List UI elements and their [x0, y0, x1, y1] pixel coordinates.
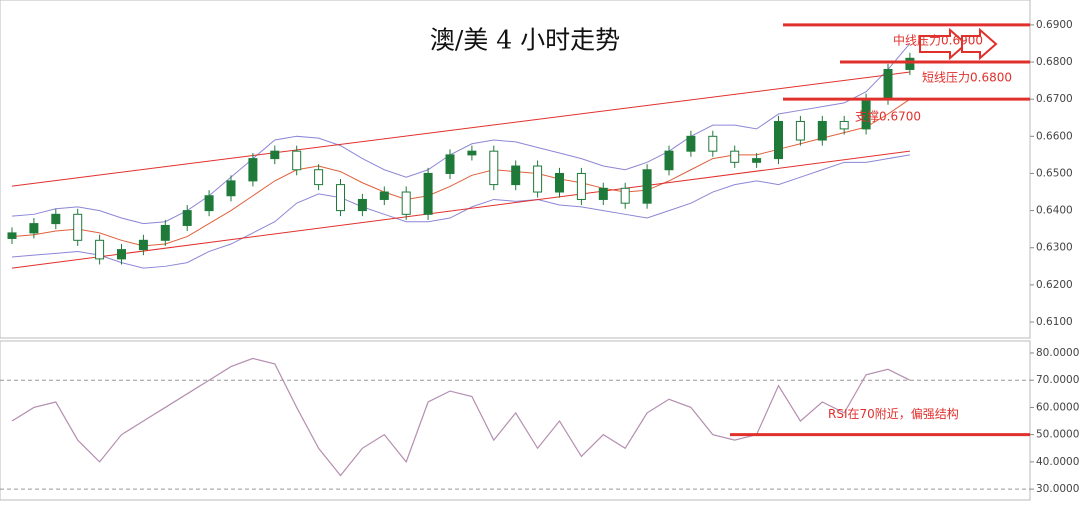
- trendline: [11, 150, 910, 269]
- y-tick-label: 70.0000: [1036, 374, 1079, 386]
- candle-body: [182, 210, 192, 226]
- candle-body: [160, 224, 170, 241]
- y-tick-label: 80.0000: [1036, 347, 1079, 359]
- candle-body: [467, 150, 477, 156]
- price-panel: [0, 0, 1031, 339]
- candle-body: [29, 223, 39, 234]
- y-tick-label: 0.6400: [1036, 205, 1073, 217]
- y-tick-label: 50.0000: [1036, 429, 1079, 441]
- candle-body: [489, 150, 499, 186]
- candle-body: [51, 213, 61, 225]
- arrow: [919, 27, 968, 61]
- level-label: 中线压力0.6900: [893, 32, 983, 47]
- y-tick-label: 0.6300: [1036, 242, 1073, 254]
- candle-body: [138, 239, 148, 251]
- candle-body: [314, 169, 324, 186]
- band-mid: [11, 98, 911, 247]
- band-lower: [11, 154, 910, 269]
- candle-body: [423, 172, 433, 215]
- level-label: 支撑0.6700: [855, 109, 921, 124]
- candle-body: [445, 154, 455, 174]
- candle-body: [555, 172, 564, 193]
- arrow: [961, 27, 998, 61]
- candle-body: [839, 120, 849, 130]
- band-upper: [11, 43, 911, 225]
- candle-body: [730, 150, 740, 163]
- candle-body: [817, 120, 827, 141]
- candle-body: [401, 191, 411, 215]
- candle-body: [379, 191, 389, 200]
- candle-body: [708, 135, 718, 152]
- level-label: 短线压力0.6800: [922, 71, 1012, 85]
- candle-body: [511, 165, 521, 186]
- chart-title: 澳/美 4 小时走势: [430, 26, 620, 55]
- candle-body: [357, 198, 367, 212]
- candle-body: [883, 68, 893, 100]
- candle-body: [620, 187, 630, 204]
- y-tick-label: 0.6900: [1036, 19, 1073, 31]
- candle-body: [533, 165, 543, 193]
- y-tick-label: 0.6600: [1036, 130, 1073, 142]
- candle-body: [226, 180, 236, 197]
- candle-body: [336, 184, 345, 212]
- candle-body: [774, 120, 783, 160]
- y-tick-label: 40.0000: [1036, 456, 1079, 468]
- rsi-panel: [0, 340, 1031, 501]
- y-tick-label: 0.6700: [1036, 93, 1073, 105]
- candle-body: [795, 120, 805, 141]
- candle-body: [95, 239, 105, 260]
- candle-body: [117, 249, 126, 260]
- level-label: RSI在70附近，偏强结构: [828, 406, 959, 421]
- y-tick-label: 0.6500: [1036, 167, 1073, 179]
- trendline: [11, 71, 910, 187]
- candle-body: [905, 57, 915, 70]
- candle-body: [576, 172, 586, 200]
- y-tick-label: 60.0000: [1036, 401, 1079, 413]
- y-tick-label: 30.0000: [1036, 483, 1079, 495]
- y-tick-label: 0.6100: [1036, 316, 1073, 328]
- candle-body: [664, 150, 674, 171]
- rsi-line: [11, 357, 911, 477]
- candle-body: [73, 213, 83, 241]
- candle-body: [752, 158, 762, 163]
- candle-body: [292, 150, 302, 171]
- candle-body: [204, 195, 214, 212]
- y-tick-label: 0.6200: [1036, 279, 1073, 291]
- candle-body: [598, 187, 608, 200]
- y-tick-label: 0.6800: [1036, 56, 1073, 68]
- candle-body: [642, 169, 652, 204]
- candle-body: [686, 135, 696, 152]
- candle-body: [248, 158, 258, 182]
- candle-body: [7, 232, 17, 239]
- candle-body: [270, 150, 280, 160]
